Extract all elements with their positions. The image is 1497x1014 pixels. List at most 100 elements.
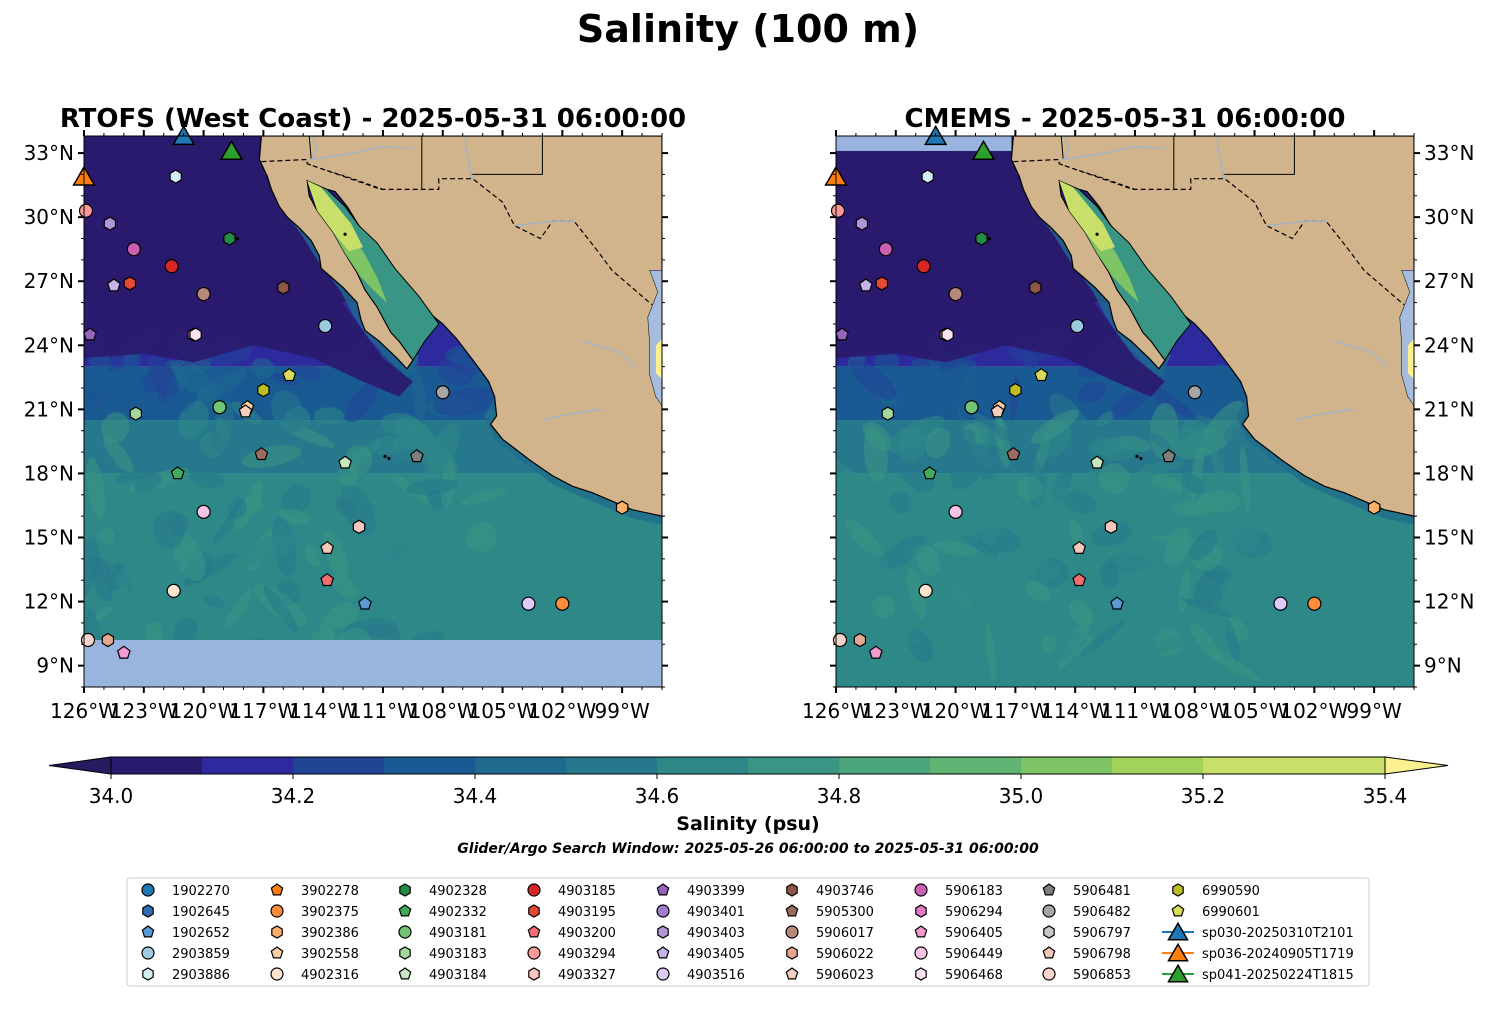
salinity-eddy bbox=[134, 472, 163, 494]
salinity-eddy bbox=[1189, 529, 1218, 561]
salinity-eddy bbox=[890, 491, 912, 514]
salinity-eddy bbox=[925, 427, 951, 459]
legend-marker bbox=[141, 925, 155, 938]
salinity-eddy bbox=[839, 488, 868, 516]
island bbox=[987, 236, 992, 241]
legend-label: 5905300 bbox=[816, 905, 874, 920]
salinity-eddy bbox=[86, 457, 106, 520]
legend-marker bbox=[1172, 883, 1184, 897]
river bbox=[464, 136, 474, 179]
legend-label: 4903516 bbox=[687, 968, 745, 983]
salinity-eddy bbox=[142, 365, 174, 393]
legend-label: 1902645 bbox=[172, 905, 230, 920]
colorbar-tick-label: 34.8 bbox=[817, 784, 862, 808]
legend-entry-5906853: 5906853 bbox=[1042, 967, 1131, 983]
colorbar-segment bbox=[293, 757, 385, 774]
gulf-high-salinity bbox=[1085, 232, 1139, 303]
salinity-eddy bbox=[145, 391, 198, 419]
x-tick-label: 114°W bbox=[1041, 699, 1109, 723]
salinity-eddy bbox=[251, 357, 275, 378]
legend-entry-4903294: 4903294 bbox=[527, 946, 616, 962]
float-marker-2903859 bbox=[318, 318, 333, 334]
float-marker-5906017 bbox=[948, 286, 963, 302]
salinity-eddy bbox=[1098, 463, 1130, 495]
salinity-eddy bbox=[118, 606, 149, 638]
float-marker-4903405 bbox=[106, 278, 121, 292]
legend-label: 5906183 bbox=[945, 884, 1003, 899]
legend-entry-sp030-20250310T2101: sp030-20250310T2101 bbox=[1162, 921, 1354, 941]
legend-label: 5906294 bbox=[945, 905, 1003, 920]
legend-frame bbox=[126, 877, 1370, 987]
salinity-eddy bbox=[874, 351, 900, 372]
map-frame-cmems bbox=[835, 135, 1415, 688]
colorbar-segment bbox=[1112, 757, 1204, 774]
colorbar-segment bbox=[1203, 757, 1295, 774]
axis-ticks-cmems: 126°W123°W120°W117°W114°W111°W108°W105°W… bbox=[802, 130, 1474, 723]
float-marker-5906468 bbox=[189, 327, 202, 342]
colorbar-segment bbox=[657, 757, 749, 774]
salinity-eddy bbox=[424, 424, 460, 478]
legend-entry-5906405: 5906405 bbox=[914, 925, 1003, 941]
float-marker-5906405 bbox=[868, 645, 883, 659]
salinity-eddy bbox=[1206, 649, 1260, 681]
x-tick-label: 105°W bbox=[469, 699, 537, 723]
float-marker-4903294 bbox=[830, 203, 846, 218]
salinity-eddy bbox=[906, 567, 926, 620]
colorbar-label: Salinity (psu) bbox=[676, 813, 819, 835]
legend-entry-4903399: 4903399 bbox=[656, 883, 745, 899]
legend-marker bbox=[1042, 904, 1056, 918]
float-marker-5906449 bbox=[196, 504, 211, 519]
legend-label: 5906797 bbox=[1073, 926, 1131, 941]
salinity-eddy bbox=[1022, 419, 1036, 463]
legend-marker bbox=[915, 904, 927, 918]
x-tick-label: 117°W bbox=[981, 699, 1049, 723]
river bbox=[1294, 408, 1355, 421]
y-tick-label: 33°N bbox=[1424, 141, 1474, 165]
float-marker-4903183 bbox=[129, 406, 142, 421]
legend-marker bbox=[398, 904, 412, 917]
y-tick-label: 30°N bbox=[24, 205, 74, 229]
legend-label: 3902386 bbox=[301, 926, 359, 941]
y-tick-label: 9°N bbox=[1424, 654, 1462, 678]
float-marker-5906853 bbox=[80, 632, 96, 648]
legend-entry-4902316: 4902316 bbox=[270, 967, 359, 983]
salinity-eddy bbox=[862, 421, 892, 451]
legend-label: 3902278 bbox=[301, 884, 359, 899]
legend-entry-6990601: 6990601 bbox=[1171, 904, 1260, 920]
float-marker-4903181 bbox=[212, 400, 227, 415]
float-marker-4903200 bbox=[320, 572, 335, 587]
salinity-eddy bbox=[1124, 561, 1165, 591]
state-border bbox=[1060, 136, 1064, 160]
salinity-eddy bbox=[394, 536, 421, 556]
legend-label: 4903181 bbox=[429, 926, 487, 941]
legend-label: 3902558 bbox=[301, 947, 359, 962]
colorbar-segment bbox=[839, 757, 931, 774]
salinity-eddy bbox=[985, 623, 996, 681]
legend-entry-4903184: 4903184 bbox=[398, 967, 487, 983]
float-marker-4903405 bbox=[858, 278, 873, 292]
legend-entry-5906449: 5906449 bbox=[914, 946, 1003, 962]
float-marker-5906017 bbox=[196, 286, 211, 302]
y-tick-label: 27°N bbox=[24, 269, 74, 293]
legend-marker bbox=[141, 946, 155, 960]
legend-marker bbox=[915, 967, 927, 981]
salinity-eddy bbox=[345, 382, 378, 423]
legend-entry-5906023: 5906023 bbox=[785, 967, 874, 983]
float-marker-5906798 bbox=[1072, 540, 1087, 555]
salinity-eddy bbox=[1172, 426, 1201, 453]
colorbar-tick-label: 34.2 bbox=[271, 784, 316, 808]
legend-label: 5906023 bbox=[816, 968, 874, 983]
x-tick-label: 108°W bbox=[1161, 699, 1229, 723]
legend-marker bbox=[786, 946, 798, 960]
legend-label: 4903184 bbox=[429, 968, 487, 983]
legend-label: 4903294 bbox=[558, 947, 616, 962]
float-marker-5905300 bbox=[254, 446, 269, 461]
legend-marker bbox=[1042, 967, 1056, 981]
y-tick-label: 24°N bbox=[24, 333, 74, 357]
salinity-eddy bbox=[1239, 445, 1251, 513]
salinity-eddy bbox=[1224, 619, 1240, 662]
float-marker-4903746 bbox=[277, 280, 290, 295]
legend-marker bbox=[785, 925, 799, 939]
river bbox=[542, 408, 603, 421]
salinity-eddy bbox=[115, 559, 176, 591]
